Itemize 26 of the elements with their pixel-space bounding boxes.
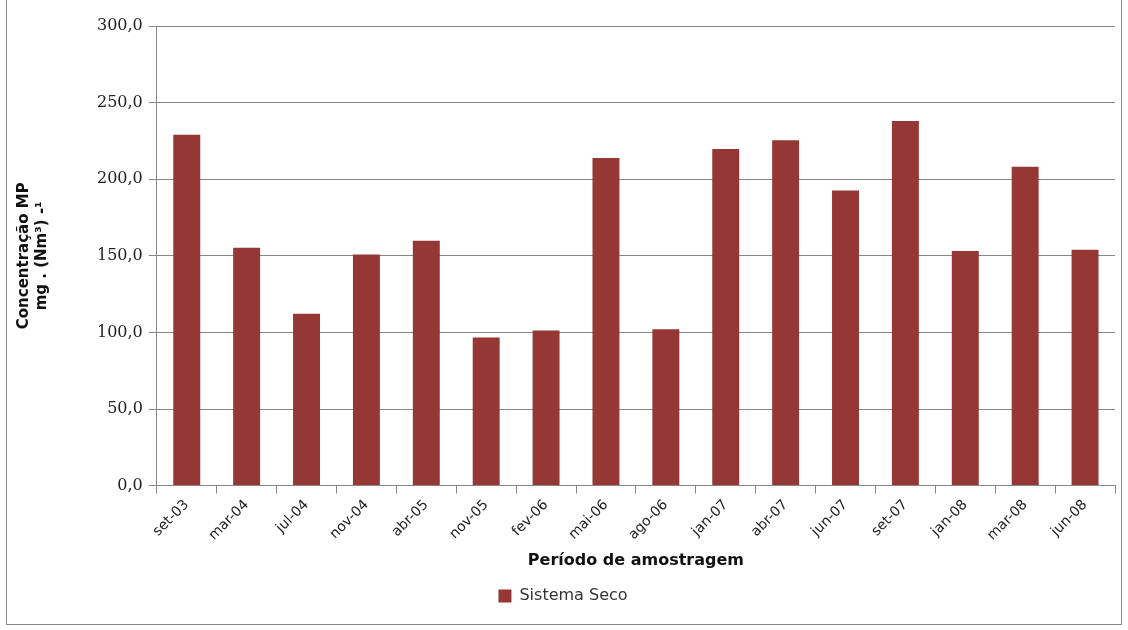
x-axis-title: Período de amostragem: [527, 549, 744, 569]
bar: [891, 120, 919, 486]
bar: [951, 250, 979, 486]
bar: [472, 337, 500, 486]
y-tick-label: 300,0: [96, 15, 143, 35]
bar: [293, 313, 320, 486]
y-tick-label: 0,0: [117, 474, 143, 494]
bar: [173, 134, 201, 486]
y-axis-title: Concentração MP mg . (Nm³) -¹: [13, 182, 50, 330]
bar: [1011, 166, 1039, 486]
y-tick-label: 200,0: [96, 168, 143, 188]
y-tick-label: 50,0: [107, 398, 143, 418]
bar: [352, 254, 380, 486]
y-tick-label: 100,0: [96, 321, 143, 341]
bar: [233, 247, 261, 486]
bar: [652, 329, 680, 486]
bar: [1071, 249, 1099, 486]
bar: [712, 149, 740, 486]
y-tick-label: 250,0: [96, 91, 143, 111]
bar: [832, 190, 859, 486]
bar: [412, 240, 440, 486]
bar: [772, 140, 800, 486]
bar: [532, 330, 560, 486]
bar: [592, 157, 620, 486]
legend-label: Sistema Seco: [519, 585, 628, 605]
y-tick-label: 150,0: [96, 244, 143, 264]
